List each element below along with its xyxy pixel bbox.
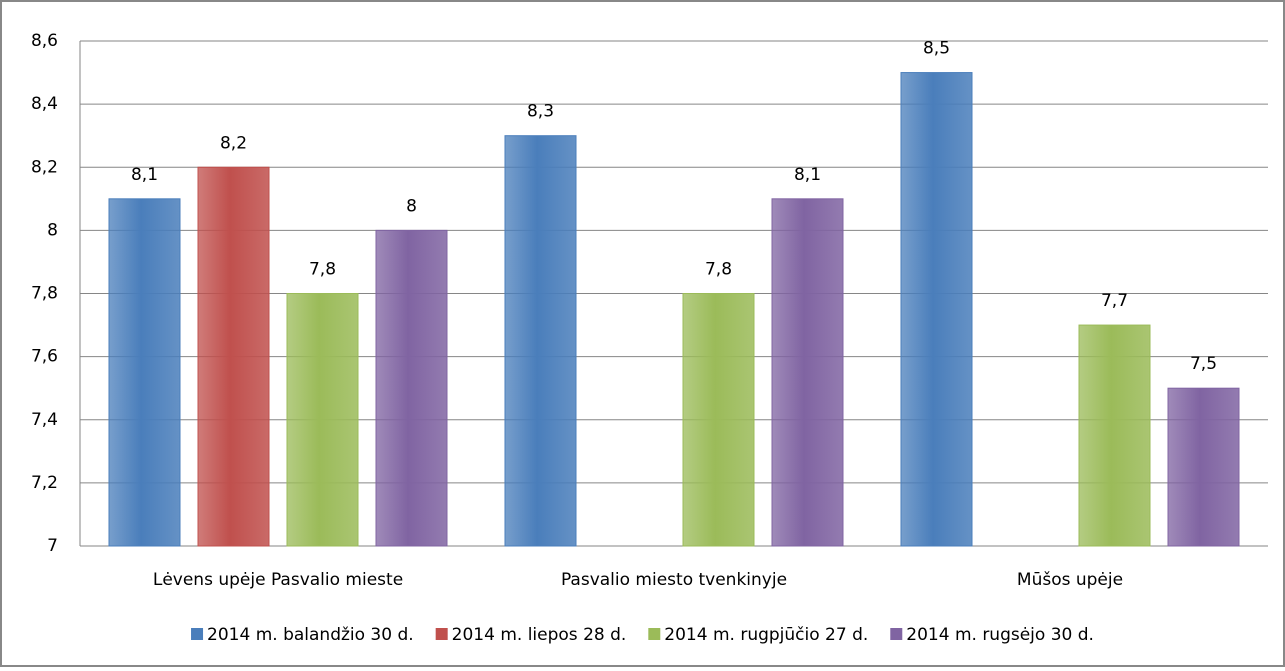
y-tick-label: 7,6: [31, 347, 58, 367]
x-tick-label: Lėvens upėje Pasvalio mieste: [153, 570, 403, 590]
data-label: 8: [406, 196, 417, 216]
bar: [286, 293, 359, 547]
bar: [375, 229, 448, 547]
legend-label: 2014 m. rugpjūčio 27 d.: [664, 625, 868, 645]
y-tick-label: 8,4: [31, 94, 58, 114]
bar: [1078, 324, 1151, 547]
data-label: 7,8: [705, 260, 732, 280]
legend-label: 2014 m. rugsėjo 30 d.: [906, 625, 1094, 645]
legend-swatch: [191, 628, 204, 640]
y-tick-label: 7,4: [31, 410, 58, 430]
bar: [682, 293, 755, 547]
bar: [771, 198, 844, 547]
y-tick-label: 7: [47, 536, 58, 556]
bar: [108, 198, 181, 547]
y-tick-label: 8,6: [31, 31, 58, 51]
x-tick-label: Mūšos upėje: [1017, 570, 1123, 590]
legend-swatch: [435, 628, 448, 640]
data-label: 7,7: [1101, 291, 1128, 311]
bar: [504, 135, 577, 547]
legend-swatch: [648, 628, 661, 640]
bar: [1167, 387, 1240, 547]
data-label: 7,8: [309, 260, 336, 280]
bar: [197, 166, 270, 547]
data-label: 7,5: [1190, 354, 1217, 374]
y-tick-label: 8: [47, 220, 58, 240]
data-label: 8,1: [794, 165, 821, 185]
data-label: 8,1: [131, 165, 158, 185]
data-label: 8,2: [220, 133, 247, 153]
data-label: 8,3: [527, 102, 554, 122]
x-tick-label: Pasvalio miesto tvenkinyje: [561, 570, 787, 590]
y-tick-label: 8,2: [31, 157, 58, 177]
y-tick-label: 7,8: [31, 284, 58, 304]
bar: [900, 72, 973, 547]
legend-label: 2014 m. liepos 28 d.: [452, 625, 627, 645]
data-label: 8,5: [923, 39, 950, 59]
legend-swatch: [890, 628, 903, 640]
legend-label: 2014 m. balandžio 30 d.: [207, 625, 414, 645]
y-tick-label: 7,2: [31, 473, 58, 493]
